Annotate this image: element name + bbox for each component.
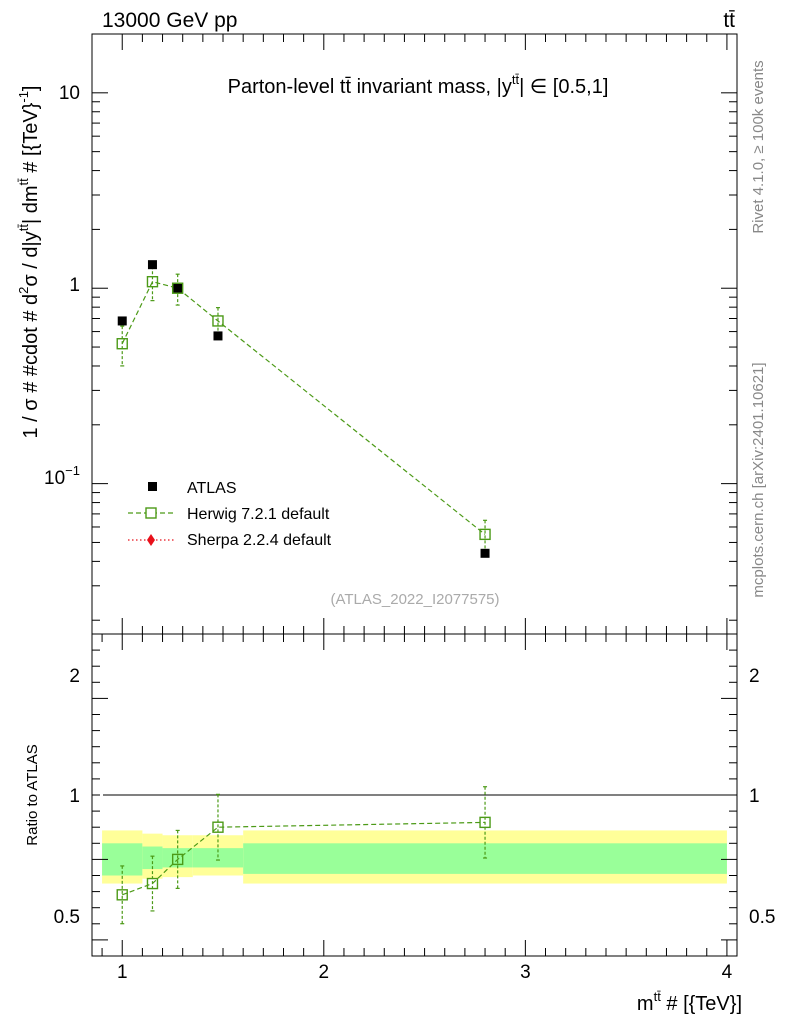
watermark: (ATLAS_2022_I2077575)	[330, 591, 499, 608]
herwig-point	[116, 338, 128, 350]
atlas-point	[480, 548, 490, 558]
ratio-y-axis-label: Ratio to ATLAS	[24, 744, 41, 845]
herwig-point	[479, 528, 491, 541]
x-axis-label: mtt̄ # [{TeV}]	[637, 989, 742, 1015]
x-tick-label: 4	[722, 962, 733, 983]
legend-marker-atlas	[148, 482, 157, 491]
main-panel: Parton-level tt̄ invariant mass, |ytt̄| …	[16, 33, 738, 635]
herwig-ratio-point	[212, 821, 224, 833]
y-tick-label-10: 10	[59, 83, 80, 104]
ratio-band-inner	[192, 848, 244, 868]
herwig-ratio-point	[171, 853, 184, 866]
herwig-ratio-line	[121, 821, 486, 896]
x-tick-label: 1	[117, 962, 128, 983]
ratio-y-tick-label-right-2: 2	[749, 666, 760, 687]
x-tick-label: 2	[319, 962, 330, 983]
legend-label-atlas: ATLAS	[187, 480, 237, 497]
herwig-point	[212, 315, 224, 327]
x-tick-label: 3	[520, 962, 531, 983]
y-tick-label-0p1: 10−1	[44, 463, 80, 489]
legend: ATLAS Herwig 7.2.1 default Sherpa 2.2.4 …	[128, 480, 332, 549]
ratio-data-marks	[116, 786, 491, 925]
atlas-point	[213, 331, 223, 341]
atlas-point	[117, 316, 127, 326]
herwig-ratio-point	[479, 816, 491, 829]
ratio-plot-frame	[91, 633, 738, 957]
x-tick-labels: 1 2 3 4	[117, 962, 733, 983]
ratio-y-tick-label-right-0p5: 0.5	[749, 907, 775, 928]
legend-entry-sherpa: Sherpa 2.2.4 default	[128, 532, 332, 549]
herwig-line	[121, 280, 486, 535]
mcplots-label: mcplots.cern.ch [arXiv:2401.10621]	[750, 362, 767, 597]
legend-label-sherpa: Sherpa 2.2.4 default	[187, 532, 332, 549]
herwig-point	[171, 282, 184, 294]
header-left: 13000 GeV pp	[102, 9, 237, 32]
header-right: tt̄	[723, 9, 735, 32]
ratio-y-tick-label-2: 2	[69, 666, 80, 687]
ratio-y-tick-label-0p5: 0.5	[54, 907, 80, 928]
ratio-y-tick-label-right-1: 1	[749, 786, 760, 807]
y-axis-label: 1 / σ # #cdot # d2σ / d|ytt̄| dmtt̄ # [{…	[16, 85, 42, 438]
herwig-ratio-point	[146, 877, 159, 890]
main-title: Parton-level tt̄ invariant mass, |ytt̄| …	[228, 72, 609, 98]
rivet-label: Rivet 4.1.0, ≥ 100k events	[750, 60, 767, 233]
y-tick-label-1: 1	[69, 275, 80, 296]
ratio-band-inner	[102, 843, 143, 876]
ratio-y-tick-label-1: 1	[69, 786, 80, 807]
atlas-point	[173, 283, 183, 293]
ratio-uncertainty-bands	[102, 830, 727, 884]
legend-label-herwig: Herwig 7.2.1 default	[187, 506, 330, 523]
legend-marker-sherpa	[147, 534, 155, 546]
main-axis-ticks	[92, 33, 737, 634]
ratio-axis-ticks	[92, 634, 737, 956]
legend-entry-herwig: Herwig 7.2.1 default	[128, 506, 330, 523]
legend-marker-herwig	[145, 507, 157, 519]
herwig-point	[146, 275, 159, 288]
herwig-ratio-point	[116, 889, 128, 901]
main-data-marks	[116, 260, 491, 558]
ratio-panel: Ratio to ATLAS 2 1 0.5 2 1 0.5 1 2 3 4 mtt̄…	[24, 633, 775, 1015]
atlas-point	[147, 260, 157, 270]
legend-entry-atlas: ATLAS	[148, 480, 237, 497]
